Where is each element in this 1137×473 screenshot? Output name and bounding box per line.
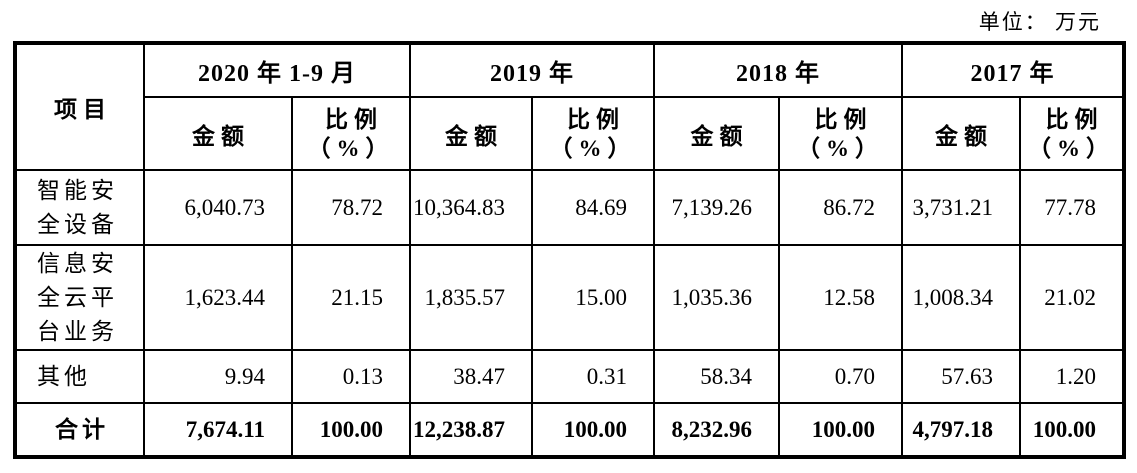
ratio-cell: 0.13 — [291, 349, 411, 404]
ratio-cell: 0.70 — [778, 349, 903, 404]
amount-cell: 38.47 — [409, 349, 533, 404]
row-label-cell: 合计 — [14, 402, 145, 458]
amount-cell: 9.94 — [143, 349, 293, 404]
period-header-2020: 2020 年 1-9 月 — [143, 42, 411, 98]
row-label-cell: 其他 — [14, 349, 145, 404]
ratio-header-2018: 比例 （%） — [778, 96, 903, 171]
ratio-cell: 21.02 — [1019, 244, 1125, 351]
table-row: 智能安全设备 6,040.73 78.72 10,364.83 84.69 7,… — [14, 169, 1125, 246]
ratio-cell: 77.78 — [1019, 169, 1125, 246]
amount-cell: 3,731.21 — [901, 169, 1021, 246]
amount-cell: 7,674.11 — [143, 402, 293, 458]
ratio-cell: 12.58 — [778, 244, 903, 351]
ratio-cell: 100.00 — [531, 402, 655, 458]
ratio-cell: 100.00 — [291, 402, 411, 458]
ratio-header-2017: 比例 （%） — [1019, 96, 1125, 171]
item-column-header: 项目 — [14, 42, 145, 171]
unit-label: 单位： 万元 — [978, 10, 1101, 34]
ratio-cell: 15.00 — [531, 244, 655, 351]
row-label: 其他 — [37, 363, 91, 389]
amount-cell: 7,139.26 — [653, 169, 780, 246]
amount-cell: 1,008.34 — [901, 244, 1021, 351]
row-label-cell: 智能安全设备 — [14, 169, 145, 246]
amount-cell: 1,835.57 — [409, 244, 533, 351]
table-row: 信息安全云平台业务 1,623.44 21.15 1,835.57 15.00 … — [14, 244, 1125, 351]
period-header-2018: 2018 年 — [653, 42, 903, 98]
revenue-breakdown-table: 项目 2020 年 1-9 月 2019 年 2018 年 2017 年 金额 … — [13, 41, 1126, 459]
total-row: 合计 7,674.11 100.00 12,238.87 100.00 8,23… — [14, 402, 1125, 458]
amount-cell: 8,232.96 — [653, 402, 780, 458]
ratio-cell: 100.00 — [778, 402, 903, 458]
period-header-2017: 2017 年 — [901, 42, 1125, 98]
amount-cell: 4,797.18 — [901, 402, 1021, 458]
amount-header-2017: 金额 — [901, 96, 1021, 171]
ratio-header-2020: 比例 （%） — [291, 96, 411, 171]
period-header-row: 项目 2020 年 1-9 月 2019 年 2018 年 2017 年 — [14, 42, 1125, 171]
ratio-cell: 21.15 — [291, 244, 411, 351]
ratio-cell: 86.72 — [778, 169, 903, 246]
amount-cell: 1,035.36 — [653, 244, 780, 351]
ratio-header-2019: 比例 （%） — [531, 96, 655, 171]
amount-header-2019: 金额 — [409, 96, 533, 171]
row-label: 信息安全云平台业务 — [37, 250, 118, 344]
ratio-cell: 100.00 — [1019, 402, 1125, 458]
period-header-2019: 2019 年 — [409, 42, 655, 98]
sub-header-row: 金额 比例 （%） 金额 比例 （%） 金额 比例 （%） 金额 比例 （%） — [15, 96, 1125, 171]
amount-header-2020: 金额 — [143, 96, 293, 171]
amount-cell: 57.63 — [901, 349, 1021, 404]
ratio-cell: 78.72 — [291, 169, 411, 246]
ratio-cell: 0.31 — [531, 349, 655, 404]
ratio-cell: 1.20 — [1019, 349, 1125, 404]
ratio-cell: 84.69 — [531, 169, 655, 246]
amount-cell: 58.34 — [653, 349, 780, 404]
row-label: 智能安全设备 — [37, 177, 118, 237]
row-label: 合计 — [55, 416, 109, 442]
amount-cell: 10,364.83 — [409, 169, 533, 246]
amount-cell: 6,040.73 — [143, 169, 293, 246]
amount-header-2018: 金额 — [653, 96, 780, 171]
amount-cell: 1,623.44 — [143, 244, 293, 351]
table-row: 其他 9.94 0.13 38.47 0.31 58.34 0.70 57.63… — [14, 349, 1125, 404]
row-label-cell: 信息安全云平台业务 — [14, 244, 145, 351]
amount-cell: 12,238.87 — [409, 402, 533, 458]
